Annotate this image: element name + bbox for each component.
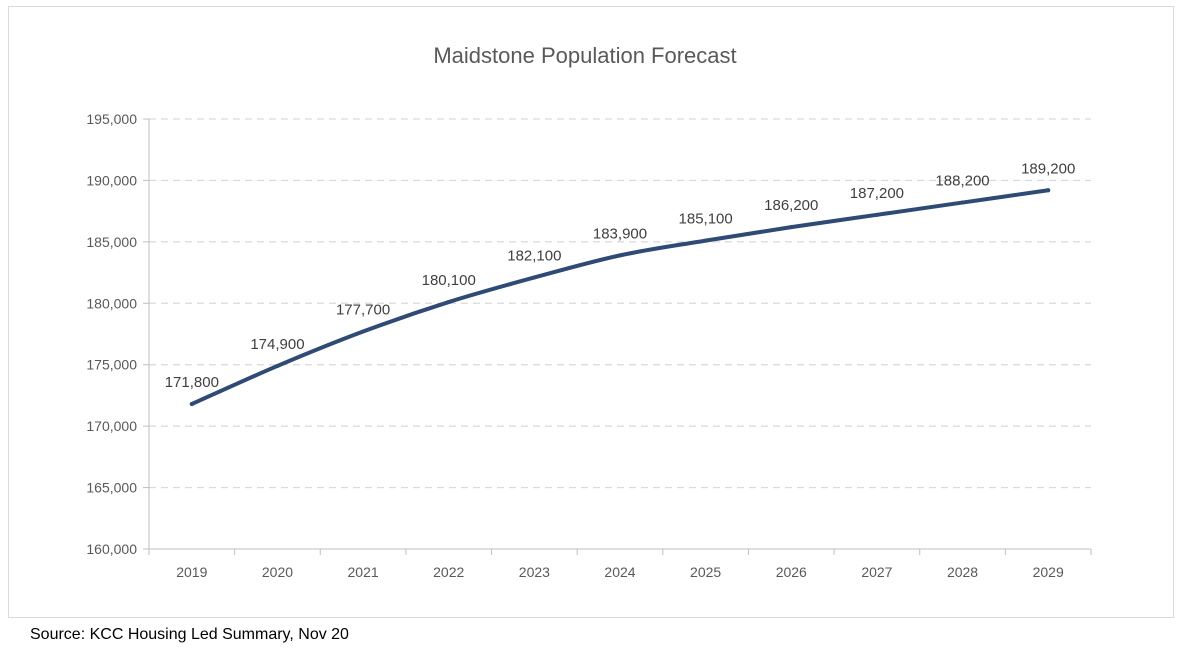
data-point: [703, 238, 708, 243]
chart-title: Maidstone Population Forecast: [433, 43, 736, 68]
line-layer: [189, 188, 1051, 407]
x-tick-label: 2026: [776, 564, 807, 580]
chart-svg: Maidstone Population Forecast 160,000 165…: [86, 43, 1092, 580]
x-tick-label: 2024: [604, 564, 635, 580]
chart-frame: Maidstone Population Forecast 160,000 165…: [8, 6, 1174, 618]
data-point: [532, 275, 537, 280]
data-label: 182,100: [507, 247, 561, 264]
data-label: 183,900: [593, 225, 647, 242]
y-tick-label: 170,000: [86, 418, 137, 434]
data-label: 188,200: [935, 173, 989, 190]
data-point: [874, 212, 879, 217]
data-label: 187,200: [850, 185, 904, 202]
data-label: 171,800: [165, 374, 219, 391]
y-tick-label: 180,000: [86, 295, 137, 311]
y-tick-label: 185,000: [86, 234, 137, 250]
x-tick-label: 2022: [433, 564, 464, 580]
y-tick-label: 160,000: [86, 541, 137, 557]
axis-layer: 160,000 165,000 170,000 175,000 180,000 185,0…: [86, 111, 1092, 580]
x-tick-label: 2021: [348, 564, 379, 580]
source-note: Source: KCC Housing Led Summary, Nov 20: [30, 626, 349, 643]
y-tick-label: 190,000: [86, 172, 137, 188]
x-tick-label: 2025: [690, 564, 721, 580]
data-label: 180,100: [422, 272, 476, 289]
data-label: 189,200: [1021, 160, 1075, 177]
x-tick-label: 2029: [1033, 564, 1064, 580]
x-tick-label: 2019: [176, 564, 207, 580]
data-point: [361, 329, 366, 334]
x-tick-label: 2023: [519, 564, 550, 580]
data-point: [789, 225, 794, 230]
data-point: [1046, 188, 1051, 193]
grid-layer: [149, 118, 1091, 489]
data-point: [189, 402, 194, 407]
x-tick-label: 2020: [262, 564, 293, 580]
data-label: 185,100: [679, 211, 733, 228]
y-tick-label: 165,000: [86, 480, 137, 496]
series-line: [189, 188, 1051, 407]
data-point: [275, 363, 280, 368]
data-point: [618, 253, 622, 258]
label-layer: 171,800 174,900 177,700 180,100 182,100 183,9…: [165, 160, 1076, 391]
data-label: 177,700: [336, 302, 390, 319]
data-label: 174,900: [250, 336, 304, 353]
y-tick-label: 175,000: [86, 357, 137, 373]
data-point: [446, 300, 451, 305]
y-tick-label: 195,000: [86, 111, 137, 127]
x-tick-label: 2028: [947, 564, 978, 580]
data-label: 186,200: [764, 197, 818, 214]
data-point: [960, 200, 965, 205]
x-tick-label: 2027: [861, 564, 892, 580]
